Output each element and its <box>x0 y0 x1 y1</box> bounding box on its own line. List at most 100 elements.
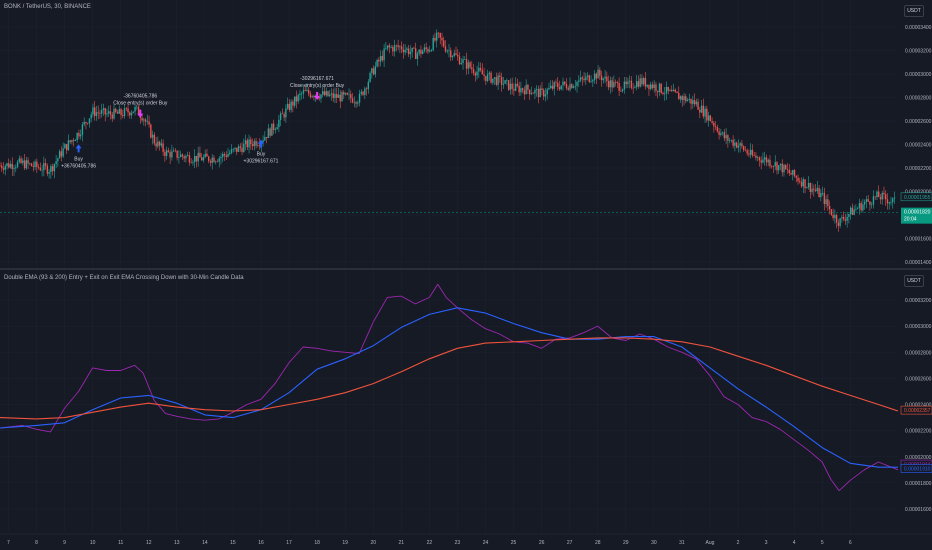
candle-body <box>667 86 669 91</box>
candle-body <box>858 203 861 209</box>
candle-body <box>835 215 838 223</box>
candle-body <box>320 94 322 99</box>
candle-body <box>874 196 876 198</box>
candle-body <box>97 112 99 113</box>
candle-body <box>830 209 833 215</box>
candle-body <box>369 72 371 82</box>
candle-body <box>839 218 841 226</box>
x-tick-label: 10 <box>90 540 96 546</box>
candle-body <box>702 105 705 117</box>
buy-arrow <box>75 144 82 153</box>
candle-body <box>4 166 6 170</box>
candle-body <box>778 165 780 171</box>
x-tick-label: Aug <box>706 540 715 546</box>
candle-body <box>357 102 359 104</box>
x-tick-label: 15 <box>230 540 236 546</box>
candle-body <box>60 151 63 157</box>
candle-body <box>122 115 124 117</box>
candle-body <box>735 142 738 148</box>
candle-body <box>276 127 278 130</box>
candle-body <box>516 83 519 86</box>
x-tick-label: 23 <box>455 540 461 546</box>
candle-body <box>734 142 736 146</box>
ema-93-line <box>0 307 898 468</box>
candle-body <box>753 155 755 157</box>
candle-body <box>786 169 789 170</box>
candle-body <box>681 96 683 101</box>
candle-body <box>451 56 454 58</box>
candle-body <box>150 124 152 138</box>
price-chart[interactable]: 0.00003400 0.00003200 0.00003000 0.00002800… <box>0 0 932 268</box>
candle-body <box>607 81 610 88</box>
candle-body <box>288 103 291 110</box>
candle-body <box>769 159 771 167</box>
candle-body <box>513 88 515 91</box>
candle-body <box>588 75 591 83</box>
candle-body <box>388 45 391 48</box>
candle-body <box>816 187 819 192</box>
series-value-tag: 0.00001910 <box>904 467 931 473</box>
candle-body <box>179 154 182 158</box>
candle-body <box>651 84 654 88</box>
candle-body <box>313 96 315 98</box>
candle-body <box>632 87 634 89</box>
candle-body <box>832 214 834 218</box>
candle-body <box>295 96 298 102</box>
candle-body <box>309 93 312 98</box>
candle-body <box>16 161 19 168</box>
candle-body <box>425 47 427 50</box>
candle-body <box>325 91 327 96</box>
candle-body <box>332 93 334 99</box>
exit-label: Close entry(s) order Buy <box>290 83 345 89</box>
candle-body <box>502 83 505 85</box>
candle-body <box>506 80 508 81</box>
candle-body <box>869 201 871 205</box>
candle-body <box>274 129 277 131</box>
candle-body <box>551 85 554 89</box>
candle-body <box>779 163 782 166</box>
candle-body <box>539 88 541 98</box>
candle-body <box>541 88 543 91</box>
candle-body <box>460 63 462 65</box>
candle-body <box>178 157 180 158</box>
candle-body <box>448 50 450 51</box>
candle-body <box>432 37 434 51</box>
indicator-pane[interactable]: 0.00003200 0.00003000 0.00002800 0.00002600… <box>0 270 932 550</box>
candle-body <box>162 143 164 152</box>
candle-body <box>686 99 689 102</box>
candle-body <box>101 110 103 114</box>
x-tick-label: 13 <box>174 540 180 546</box>
candle-body <box>304 90 306 92</box>
candle-body <box>528 89 531 95</box>
indicator-chart[interactable]: 0.00003200 0.00003000 0.00002800 0.00002600… <box>0 270 932 550</box>
candle-body <box>137 106 140 116</box>
candle-body <box>30 163 33 167</box>
candle-body <box>400 46 403 50</box>
candle-body <box>749 149 752 155</box>
x-tick-label: 26 <box>539 540 545 546</box>
candle-body <box>578 80 580 82</box>
candle-body <box>890 202 892 203</box>
candle-body <box>574 86 576 87</box>
current-price-tag: 0.00001820 <box>904 210 931 216</box>
candle-body <box>167 150 170 153</box>
candle-body <box>120 109 122 116</box>
currency-selector[interactable]: USDT <box>904 5 924 17</box>
candle-body <box>157 141 159 147</box>
candle-body <box>420 49 422 54</box>
candle-body <box>611 80 613 88</box>
candle-body <box>704 108 706 117</box>
candle-body <box>621 89 624 92</box>
candle-body <box>878 191 880 198</box>
buy-qty-label: +30296167.671 <box>244 159 279 165</box>
candle-body <box>564 81 566 85</box>
candle-body <box>379 55 382 62</box>
candle-body <box>293 96 296 106</box>
buy-arrow <box>257 139 264 148</box>
indicator-currency-selector[interactable]: USDT <box>904 275 924 287</box>
candle-body <box>181 154 184 157</box>
candle-body <box>376 59 378 67</box>
pane-divider[interactable] <box>0 268 932 270</box>
price-pane[interactable]: 0.00003400 0.00003200 0.00003000 0.00002800… <box>0 0 932 268</box>
candle-body <box>544 94 547 97</box>
